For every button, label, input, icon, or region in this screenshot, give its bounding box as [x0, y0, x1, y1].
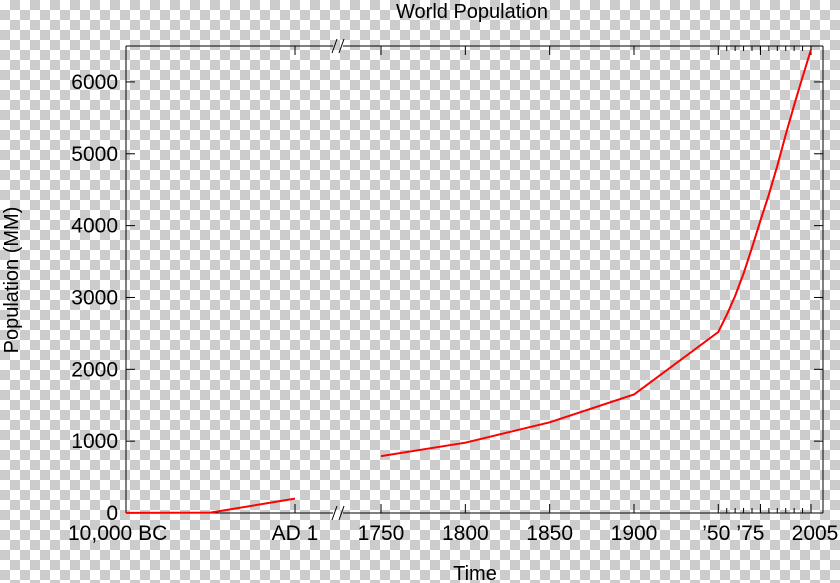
x-tick-label: 1850	[526, 522, 573, 545]
y-tick-label: 6000	[71, 71, 118, 94]
y-tick-label: 1000	[71, 430, 118, 453]
series-line-segment-1	[125, 497, 296, 514]
plot-area: 0 1000 2000 3000 4000 5000 6000 10,000 BC AD 1 17…	[68, 38, 839, 545]
x-tick-label: 1900	[611, 522, 658, 545]
y-axis-label: Population (MM)	[1, 207, 23, 354]
y-tick-label: 5000	[71, 143, 118, 166]
x-tick-label: ’75	[736, 522, 764, 545]
x-axis-label: Time	[453, 563, 497, 583]
y-tick-label: 0	[106, 502, 118, 525]
x-tick-label: AD 1	[272, 522, 319, 545]
chart-title: World Population	[396, 1, 548, 23]
x-tick-label: 1750	[358, 522, 405, 545]
axis-break-bottom	[331, 505, 345, 521]
y-tick-label: 2000	[71, 358, 118, 381]
x-tick-label: 2005	[792, 522, 839, 545]
y-tick-label: 3000	[71, 286, 118, 309]
x-tick-label: 10,000 BC	[68, 522, 167, 545]
y-tick-label: 4000	[71, 215, 118, 238]
x-tick-label: 1800	[442, 522, 489, 545]
axis-break-top	[331, 38, 345, 54]
x-tick-label: ’50	[702, 522, 730, 545]
series-line-segment-2	[380, 49, 812, 458]
